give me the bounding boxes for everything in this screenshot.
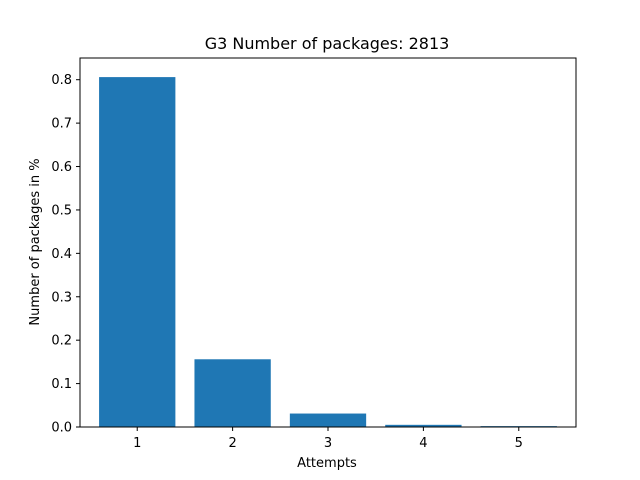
y-tick-label-8: 0.8 — [51, 73, 72, 88]
y-tick-label-0: 0.0 — [51, 421, 72, 436]
y-tick-label-1: 0.1 — [51, 377, 72, 392]
y-tick-label-4: 0.4 — [51, 247, 72, 262]
y-tick-label-5: 0.5 — [51, 203, 72, 218]
y-tick-label-2: 0.2 — [51, 334, 72, 349]
y-axis: 0.0 0.1 0.2 0.3 0.4 0.5 0.6 0.7 0.8 — [51, 73, 80, 436]
x-axis-label: Attempts — [297, 456, 357, 471]
bar-4 — [385, 424, 462, 427]
bar-1 — [99, 77, 176, 428]
y-axis-label: Number of packages in % — [28, 158, 43, 325]
x-tick-label-3: 3 — [324, 436, 332, 451]
bars-group — [99, 77, 557, 428]
chart-title: G3 Number of packages: 2813 — [205, 34, 450, 53]
x-axis: 1 2 3 4 5 — [133, 427, 523, 451]
y-tick-label-3: 0.3 — [51, 290, 72, 305]
bar-3 — [289, 413, 367, 427]
x-tick-label-1: 1 — [133, 436, 141, 451]
x-tick-label-2: 2 — [228, 436, 236, 451]
x-tick-label-5: 5 — [515, 436, 523, 451]
x-tick-label-4: 4 — [419, 436, 427, 451]
y-tick-label-7: 0.7 — [51, 117, 72, 132]
y-tick-label-6: 0.6 — [51, 160, 72, 175]
bar-2 — [194, 359, 271, 427]
